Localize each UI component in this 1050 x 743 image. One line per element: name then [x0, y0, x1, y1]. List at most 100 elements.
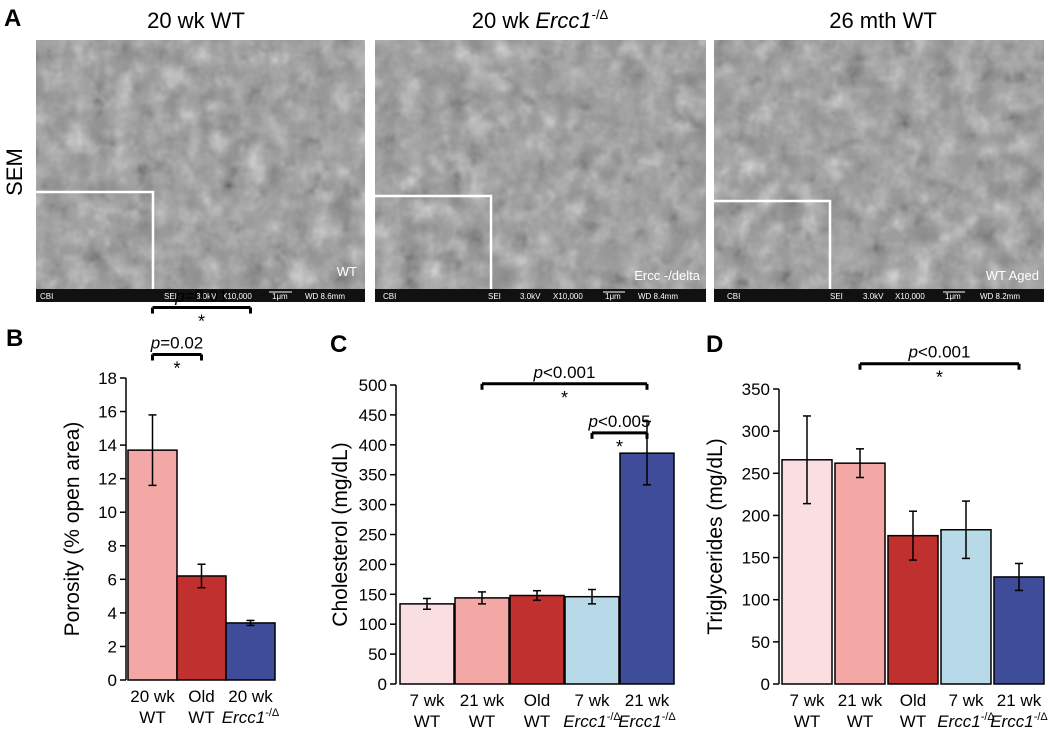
- sem-panel-wt-aged: 26 mth WT WT Aged CBI SEI 3.0kV X10,000 …: [714, 8, 1044, 302]
- p-value: <0.005: [598, 412, 650, 431]
- p-value: =0.02: [160, 334, 203, 353]
- y-tick-label: 350: [742, 380, 770, 399]
- y-tick-label: 50: [751, 633, 770, 652]
- bar: [454, 597, 510, 685]
- category-genotype: -/Δ: [981, 711, 996, 723]
- sem-info-left: CBI: [727, 292, 740, 301]
- sem-info-wd: WD 8.4mm: [638, 292, 678, 301]
- category-label-line1: 21 wk: [460, 691, 505, 710]
- category-label-line2: WT: [794, 712, 820, 731]
- category-genotype: -/Δ: [607, 711, 622, 723]
- y-tick-label: 250: [742, 464, 770, 483]
- sem-info-kv: 3.0kV: [520, 292, 541, 301]
- bar: [834, 462, 886, 685]
- y-tick-label: 300: [742, 422, 770, 441]
- inset-border: [36, 190, 155, 289]
- category-label-line2: WT: [524, 712, 550, 731]
- category-label-line2: WT: [900, 712, 926, 731]
- category-label-line1: 21 wk: [997, 691, 1042, 710]
- significance-star: *: [173, 359, 180, 379]
- sem-info-scale: 1μm: [945, 292, 961, 301]
- y-axis-label: Triglycerides (mg/dL): [704, 438, 727, 634]
- p-symbol: p: [533, 363, 543, 382]
- category-label-line1: 20 wk: [130, 687, 175, 706]
- category-label-line1: Old: [188, 687, 214, 706]
- chart-triglycerides: D 0 50 100 150 200 250 300 350 Triglycerides (mg…: [704, 331, 1048, 731]
- significance-star: *: [198, 312, 205, 332]
- sem-info-mode: SEI: [830, 292, 843, 301]
- sem-corner-label: WT Aged: [986, 268, 1039, 283]
- y-tick-label: 0: [108, 671, 117, 690]
- sem-info-kv: 3.0kV: [196, 292, 217, 301]
- y-tick-label: 150: [359, 585, 387, 604]
- sem-info-mag: X10,000: [222, 292, 252, 301]
- category-label-line2: WT: [847, 712, 873, 731]
- category-label-line2: Ercc1-/Δ: [618, 711, 676, 731]
- p-value: <0.001: [918, 343, 970, 362]
- sem-info-mode: SEI: [488, 292, 501, 301]
- category-label-line2: WT: [469, 712, 495, 731]
- bar: [176, 575, 227, 681]
- sem-texture-wt-20wk: [36, 40, 365, 289]
- category-gene: Ercc1: [618, 712, 661, 731]
- sem-info-scale: 1μm: [605, 292, 621, 301]
- y-tick-label: 500: [359, 376, 387, 395]
- y-tick-label: 0: [378, 675, 387, 694]
- sem-info-scale: 1μm: [272, 292, 288, 301]
- sem-info-left: CBI: [40, 292, 53, 301]
- y-tick-label: 350: [359, 466, 387, 485]
- category-label-line1: Old: [524, 691, 550, 710]
- category-genotype: -/Δ: [662, 711, 677, 723]
- p-value-label: p=0.02: [150, 334, 203, 353]
- category-label-line1: 21 wk: [625, 691, 670, 710]
- chart-cholesterol: C 0 50 100 150 200 250 300 350 400 450 500 Choleste…: [329, 331, 676, 731]
- sem-info-wd: WD 8.6mm: [305, 292, 345, 301]
- p-symbol: p: [588, 412, 598, 431]
- p-value-label: p<0.005: [588, 412, 651, 431]
- sem-info-mag: X10,000: [895, 292, 925, 301]
- p-value: <0.001: [543, 363, 595, 382]
- y-tick-label: 10: [98, 503, 117, 522]
- inset-border: [375, 194, 493, 289]
- p-value-label: p<0.001: [533, 363, 596, 382]
- category-label-line1: Old: [900, 691, 926, 710]
- category-label-line1: 20 wk: [228, 687, 273, 706]
- p-value: =0.01: [185, 287, 228, 306]
- panel-letter-d: D: [706, 331, 723, 358]
- sem-texture-wt-aged: [714, 40, 1044, 289]
- y-tick-label: 2: [108, 637, 117, 656]
- y-axis-label: Cholesterol (mg/dL): [329, 442, 352, 626]
- bar: [509, 594, 565, 685]
- bar: [619, 452, 675, 685]
- y-tick-label: 12: [98, 470, 117, 489]
- sem-info-kv: 3.0kV: [863, 292, 884, 301]
- y-tick-label: 18: [98, 369, 117, 388]
- category-label-line2: WT: [139, 708, 165, 727]
- sem-title-ercc1-20wk: 20 wk Ercc1-/Δ: [472, 7, 609, 33]
- y-tick-label: 50: [368, 645, 387, 664]
- p-value-label: p<0.001: [908, 343, 971, 362]
- chart-porosity: B 0 2 4 6 8 10 12 14 16 18 Porosity (% open area) 2…: [6, 287, 280, 727]
- category-label-line1: 7 wk: [410, 691, 445, 710]
- significance-star: *: [561, 388, 568, 408]
- y-tick-label: 250: [359, 526, 387, 545]
- bar: [225, 622, 276, 681]
- y-tick-label: 200: [742, 506, 770, 525]
- y-tick-label: 4: [108, 604, 117, 623]
- sem-title-wt-20wk: 20 wk WT: [147, 8, 245, 33]
- sem-row-label: SEM: [2, 148, 27, 196]
- bar: [564, 595, 620, 685]
- category-label-line2: Ercc1-/Δ: [222, 707, 280, 727]
- category-label-line2: WT: [414, 712, 440, 731]
- y-tick-label: 300: [359, 496, 387, 515]
- bar: [127, 449, 178, 681]
- y-tick-label: 6: [108, 570, 117, 589]
- sem-title-wt-aged: 26 mth WT: [829, 8, 937, 33]
- category-gene: Ercc1: [222, 708, 265, 727]
- category-genotype: -/Δ: [265, 707, 280, 719]
- y-tick-label: 200: [359, 555, 387, 574]
- category-label-line1: 21 wk: [838, 691, 883, 710]
- category-label-line2: Ercc1-/Δ: [563, 711, 621, 731]
- category-label-line1: 7 wk: [949, 691, 984, 710]
